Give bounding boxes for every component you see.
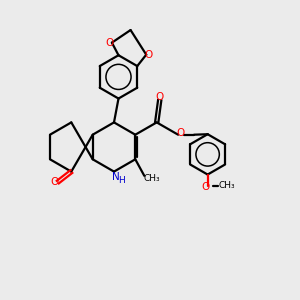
- Text: H: H: [118, 176, 125, 184]
- Text: CH₃: CH₃: [218, 182, 235, 190]
- Text: O: O: [105, 38, 114, 48]
- Text: O: O: [201, 182, 209, 192]
- Text: CH₃: CH₃: [143, 174, 160, 183]
- Text: O: O: [145, 50, 153, 60]
- Text: O: O: [156, 92, 164, 102]
- Text: O: O: [50, 177, 58, 187]
- Text: N: N: [112, 172, 119, 182]
- Text: O: O: [176, 128, 184, 138]
